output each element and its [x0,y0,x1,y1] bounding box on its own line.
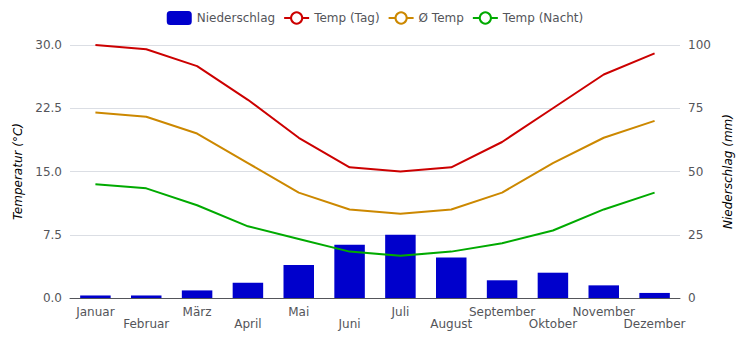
svg-text:August: August [430,317,472,331]
svg-text:50: 50 [688,165,703,179]
svg-text:Januar: Januar [75,305,114,319]
svg-text:Juni: Juni [338,317,361,331]
svg-text:75: 75 [688,101,703,115]
svg-text:22.5: 22.5 [35,101,62,115]
svg-text:Oktober: Oktober [529,317,577,331]
svg-text:7.5: 7.5 [43,228,62,242]
svg-text:November: November [572,305,635,319]
svg-text:Februar: Februar [123,317,169,331]
svg-text:April: April [234,317,261,331]
svg-text:30.0: 30.0 [35,38,62,52]
svg-text:Temp (Nacht): Temp (Nacht) [502,11,583,25]
svg-text:25: 25 [688,228,703,242]
svg-text:Temperatur (°C): Temperatur (°C) [11,123,25,220]
svg-text:Juli: Juli [391,305,410,319]
svg-text:0.0: 0.0 [43,291,62,305]
svg-text:Mai: Mai [288,305,309,319]
svg-text:Niederschlag: Niederschlag [197,11,275,25]
svg-text:Temp (Tag): Temp (Tag) [313,11,379,25]
svg-text:September: September [469,305,535,319]
svg-text:Dezember: Dezember [624,317,686,331]
svg-text:Ø Temp: Ø Temp [419,11,464,25]
svg-text:Niederschlag (mm): Niederschlag (mm) [721,114,735,229]
svg-text:100: 100 [688,38,711,52]
svg-text:0: 0 [688,291,696,305]
svg-text:15.0: 15.0 [35,165,62,179]
svg-text:März: März [183,305,212,319]
